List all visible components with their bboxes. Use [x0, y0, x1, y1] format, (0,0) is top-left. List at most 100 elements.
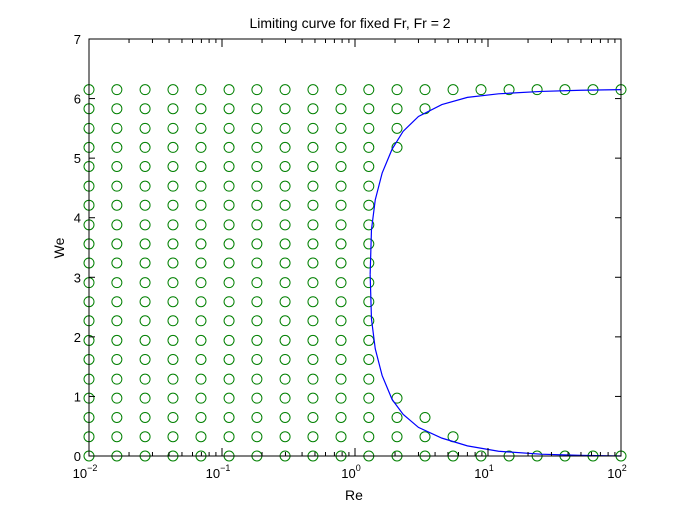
data-point-marker — [307, 122, 319, 134]
y-tick-label: 3 — [74, 270, 81, 285]
data-point-marker — [111, 277, 123, 289]
data-point-marker — [223, 392, 235, 404]
data-point-marker — [363, 373, 375, 385]
y-tick-label: 1 — [74, 389, 81, 404]
data-point-marker — [279, 180, 291, 192]
data-point-marker — [167, 160, 179, 172]
data-point-marker — [307, 103, 319, 115]
data-point-marker — [223, 180, 235, 192]
chart-title: Limiting curve for fixed Fr, Fr = 2 — [249, 15, 450, 31]
data-point-marker — [251, 353, 263, 365]
limiting-curve-lower — [369, 274, 622, 457]
data-point-marker — [363, 180, 375, 192]
data-point-marker — [279, 392, 291, 404]
data-point-marker — [167, 257, 179, 269]
data-point-marker — [167, 392, 179, 404]
data-point-marker — [195, 238, 207, 250]
data-point-marker — [335, 84, 347, 96]
data-point-marker — [195, 103, 207, 115]
data-point-marker — [223, 219, 235, 231]
data-point-marker — [251, 296, 263, 308]
data-point-marker — [335, 257, 347, 269]
x-tick-label: 10−2 — [73, 463, 98, 481]
data-point-marker — [251, 431, 263, 443]
data-point-marker — [111, 315, 123, 327]
data-point-marker — [279, 257, 291, 269]
y-tick-label: 0 — [74, 449, 81, 464]
data-point-marker — [139, 160, 151, 172]
data-point-marker — [335, 122, 347, 134]
data-point-marker — [279, 122, 291, 134]
x-axis: 10−2 10−1 100 101 102 — [73, 39, 627, 481]
data-point-marker — [363, 411, 375, 423]
y-axis-label: We — [51, 237, 67, 258]
data-point-marker — [139, 277, 151, 289]
data-point-marker — [307, 392, 319, 404]
data-point-marker — [335, 334, 347, 346]
data-point-marker — [279, 84, 291, 96]
data-point-marker — [111, 199, 123, 211]
data-point-marker — [195, 219, 207, 231]
data-point-marker — [363, 353, 375, 365]
data-point-marker — [531, 84, 543, 96]
x-tick-label: 100 — [341, 463, 360, 481]
data-point-marker — [335, 277, 347, 289]
data-point-marker — [363, 141, 375, 153]
data-point-marker — [111, 373, 123, 385]
data-point-marker — [391, 103, 403, 115]
data-point-marker — [307, 334, 319, 346]
x-tick-label: 102 — [607, 463, 626, 481]
data-point-marker — [195, 315, 207, 327]
data-point-marker — [139, 431, 151, 443]
data-point-marker — [139, 334, 151, 346]
data-point-marker — [195, 141, 207, 153]
data-point-marker — [363, 238, 375, 250]
data-point-marker — [307, 180, 319, 192]
data-point-marker — [195, 373, 207, 385]
y-tick-label: 7 — [74, 32, 81, 47]
data-point-marker — [167, 238, 179, 250]
data-point-marker — [363, 84, 375, 96]
data-point-marker — [251, 160, 263, 172]
data-point-marker — [167, 296, 179, 308]
data-point-marker — [419, 84, 431, 96]
x-axis-label: Re — [345, 487, 363, 503]
data-point-marker — [251, 315, 263, 327]
data-point-marker — [223, 411, 235, 423]
data-point-marker — [279, 277, 291, 289]
data-point-marker — [167, 277, 179, 289]
data-point-marker — [111, 296, 123, 308]
data-point-marker — [223, 353, 235, 365]
data-point-marker — [139, 199, 151, 211]
data-point-marker — [307, 431, 319, 443]
data-point-marker — [251, 334, 263, 346]
data-point-marker — [307, 199, 319, 211]
data-point-marker — [335, 373, 347, 385]
data-point-marker — [111, 257, 123, 269]
y-tick-label: 5 — [74, 151, 81, 166]
data-point-marker — [223, 257, 235, 269]
data-point-marker — [279, 315, 291, 327]
data-point-marker — [195, 411, 207, 423]
y-tick-label: 4 — [74, 211, 81, 226]
data-point-marker — [307, 353, 319, 365]
data-point-marker — [223, 160, 235, 172]
data-point-marker — [223, 103, 235, 115]
data-point-marker — [307, 277, 319, 289]
data-point-marker — [279, 238, 291, 250]
data-point-marker — [307, 257, 319, 269]
data-point-marker — [111, 431, 123, 443]
data-point-marker — [307, 238, 319, 250]
data-point-marker — [223, 238, 235, 250]
data-point-marker — [195, 334, 207, 346]
data-point-marker — [251, 373, 263, 385]
data-point-marker — [335, 392, 347, 404]
data-point-marker — [195, 122, 207, 134]
data-point-marker — [279, 334, 291, 346]
data-point-marker — [279, 411, 291, 423]
data-point-marker — [279, 219, 291, 231]
data-point-marker — [307, 296, 319, 308]
data-point-marker — [335, 315, 347, 327]
data-point-marker — [139, 141, 151, 153]
